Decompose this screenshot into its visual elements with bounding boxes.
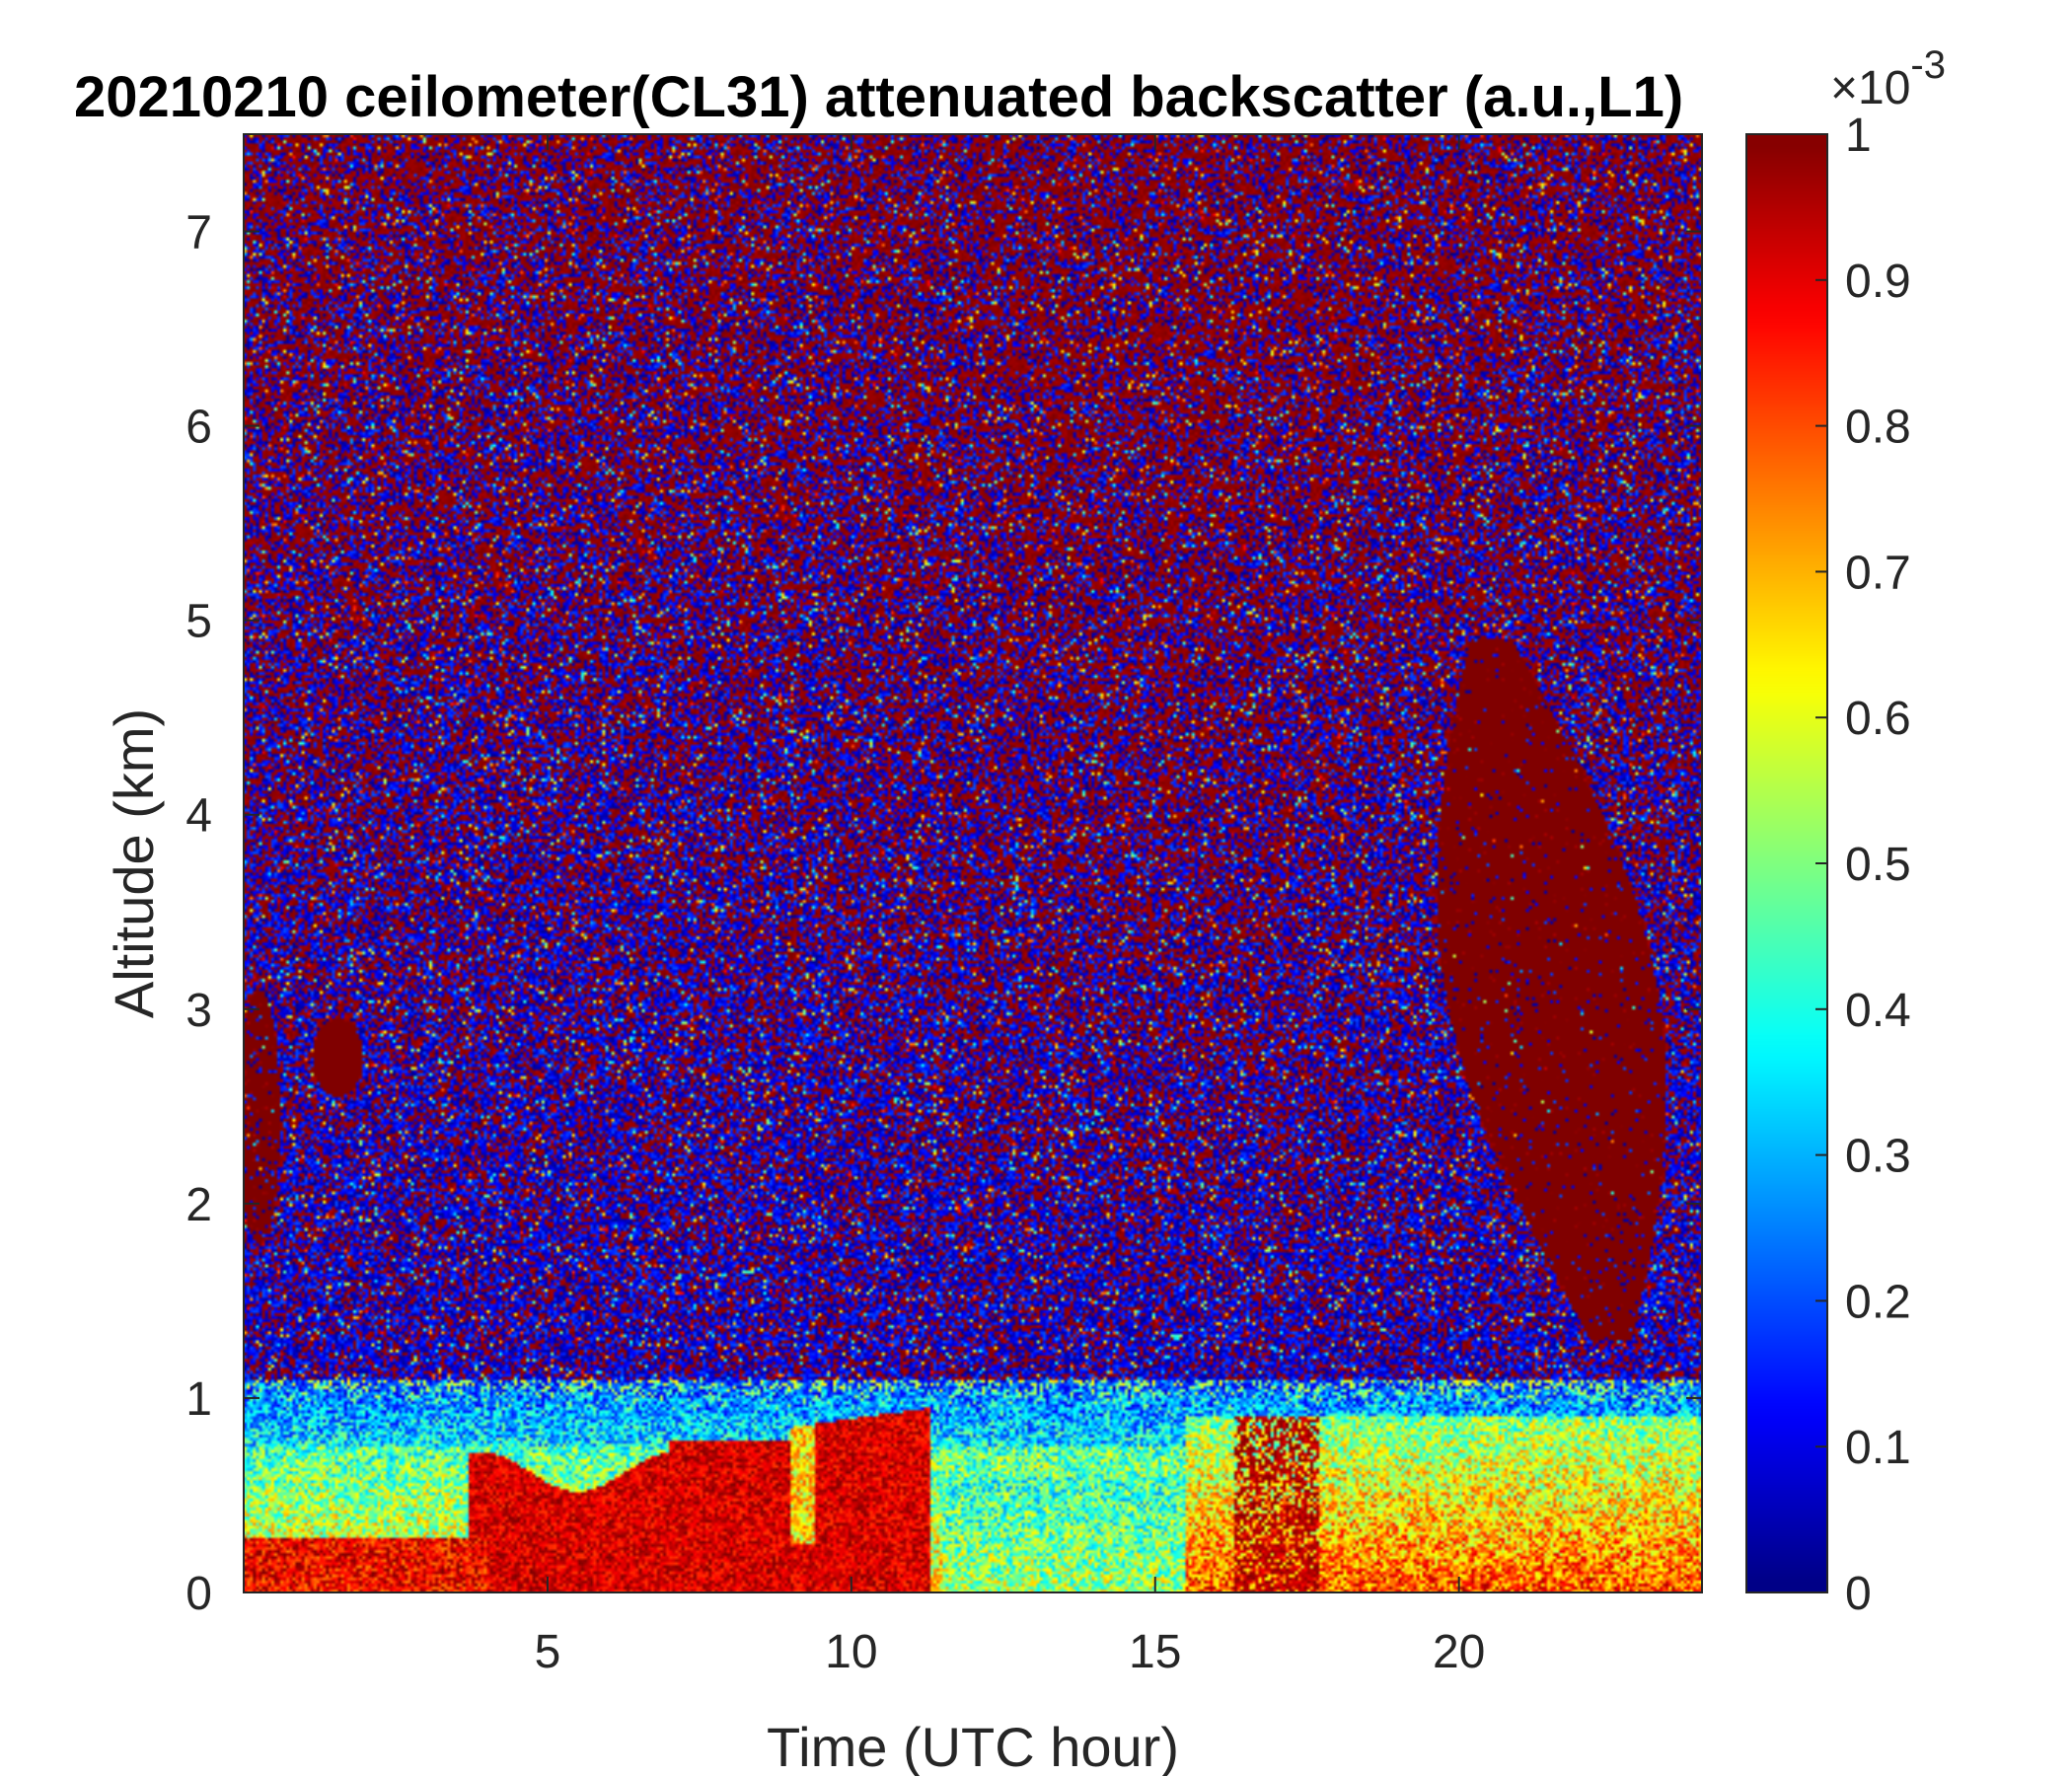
heatmap-image [244, 134, 1702, 1592]
colorbar-multiplier: ×10-3 [1830, 43, 1946, 114]
plot-area [243, 133, 1703, 1593]
x-tick-label: 20 [1433, 1626, 1485, 1678]
x-axis-label: Time (UTC hour) [767, 1716, 1179, 1776]
y-tick-label: 3 [185, 985, 212, 1037]
colorbar-tick-label: 0.9 [1845, 256, 1911, 308]
y-tick-label: 5 [185, 596, 212, 648]
x-tick-label: 15 [1129, 1626, 1181, 1678]
colorbar-tick-label: 0.4 [1845, 985, 1911, 1037]
x-tick-label: 5 [535, 1626, 561, 1678]
colorbar-tick-label: 0.5 [1845, 839, 1911, 891]
y-tick-label: 6 [185, 402, 212, 454]
colorbar-tick-label: 0.2 [1845, 1276, 1911, 1328]
x-axis: 5 10 15 20 [535, 134, 1485, 1678]
colorbar-gradient [1746, 134, 1827, 1592]
colorbar-ticks: 0 0.1 0.2 0.3 0.4 0.5 0.6 0.7 0.8 0.9 1 [1815, 110, 1911, 1620]
colorbar-multiplier-exponent: -3 [1910, 43, 1946, 87]
colorbar-multiplier-base: ×10 [1830, 62, 1910, 114]
y-tick-label: 4 [185, 790, 212, 843]
colorbar-tick-label: 0 [1845, 1568, 1872, 1620]
y-tick-label: 0 [185, 1568, 212, 1620]
plot-frame [243, 133, 1703, 1593]
colorbar-tick-label: 1 [1845, 110, 1872, 162]
y-tick-label: 7 [185, 207, 212, 259]
y-tick-label: 1 [185, 1373, 212, 1426]
y-tick-label: 2 [185, 1179, 212, 1231]
colorbar-tick-label: 0.3 [1845, 1131, 1911, 1183]
y-axis: 0 1 2 3 4 5 6 7 [185, 207, 1702, 1620]
colorbar-tick-label: 0.6 [1845, 693, 1911, 745]
y-axis-label: Altitude (km) [103, 708, 165, 1018]
colorbar-tick-label: 0.8 [1845, 402, 1911, 454]
colorbar: 0 0.1 0.2 0.3 0.4 0.5 0.6 0.7 0.8 0.9 1 ×10-3 [1745, 43, 1946, 1620]
colorbar-tick-label: 0.1 [1845, 1422, 1911, 1474]
chart-title: 20210210 ceilometer(CL31) attenuated bac… [74, 65, 1683, 129]
colorbar-tick-label: 0.7 [1845, 547, 1911, 599]
x-tick-label: 10 [825, 1626, 877, 1678]
